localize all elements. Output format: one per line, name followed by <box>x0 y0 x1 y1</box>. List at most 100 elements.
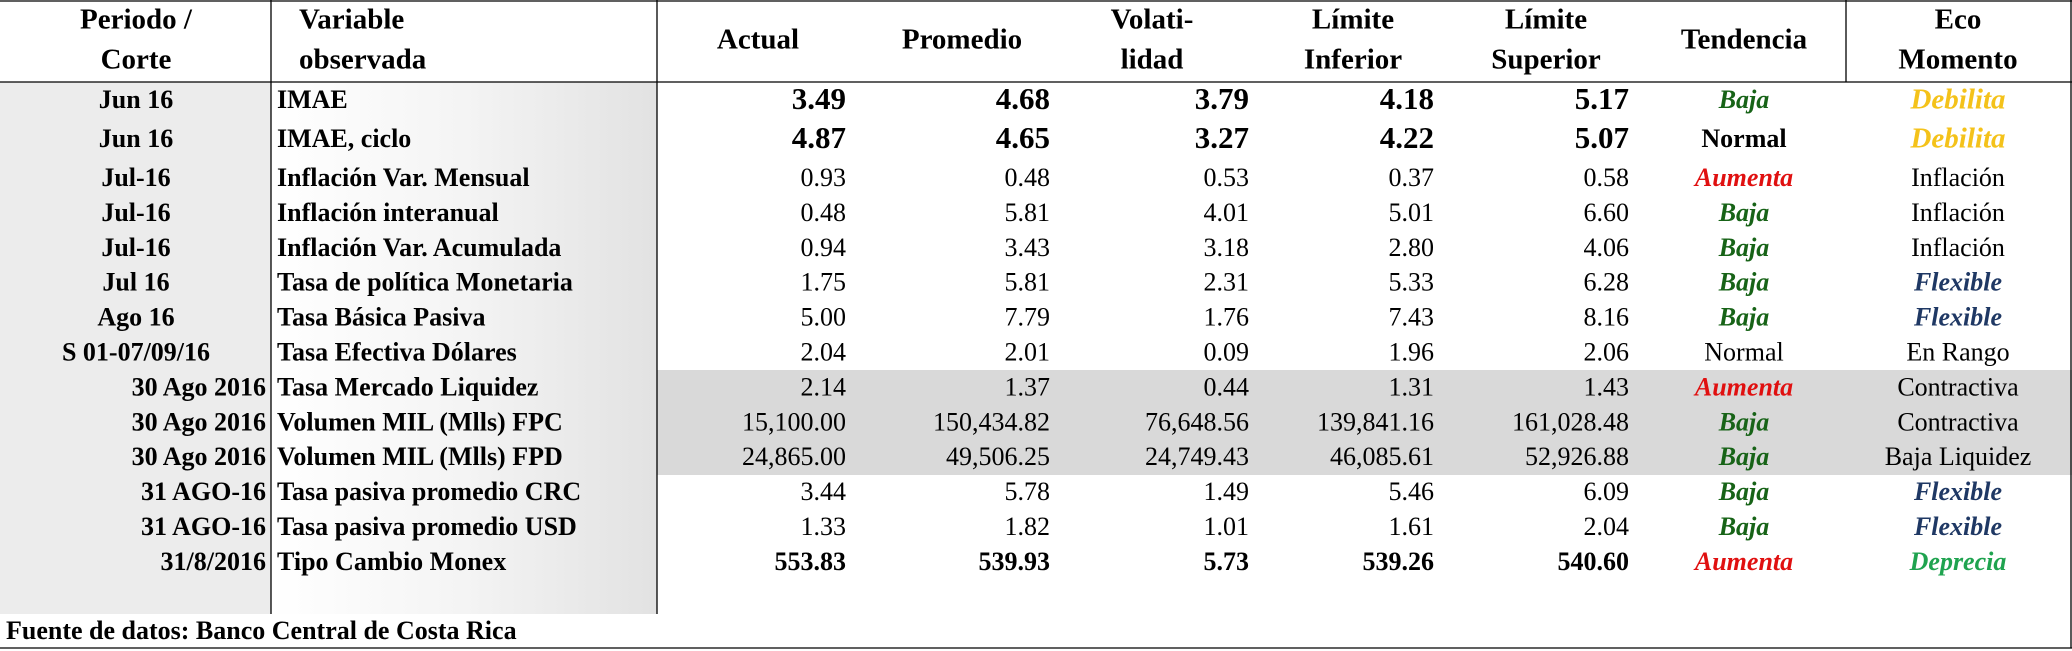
number-cell: 0.44 <box>1204 372 1250 401</box>
eco-moment-cell: Flexible <box>1913 477 2002 506</box>
trend-cell: Baja <box>1718 303 1770 332</box>
number-cell: 139,841.16 <box>1317 407 1434 436</box>
number-cell: 5.73 <box>1204 547 1250 576</box>
variable-column: IMAE IMAE, ciclo Inflación Var. Mensual Inf… <box>277 85 581 576</box>
eco-moment-cell: Flexible <box>1913 512 2002 541</box>
header-label: observada <box>299 44 427 76</box>
number-cell: 553.83 <box>775 547 847 576</box>
number-cell: 540.60 <box>1558 547 1630 576</box>
variable-cell: Inflación interanual <box>277 198 499 227</box>
period-cell: Jun 16 <box>99 85 173 114</box>
number-cell: 2.01 <box>1005 337 1051 366</box>
number-cell: 6.28 <box>1584 268 1630 297</box>
eco-moment-cell: Baja Liquidez <box>1885 442 2032 471</box>
header-label: Corte <box>101 44 172 76</box>
number-cell: 46,085.61 <box>1330 442 1434 471</box>
period-cell: Jul-16 <box>101 233 170 262</box>
trend-cell: Aumenta <box>1693 163 1793 192</box>
header-label: Inferior <box>1304 44 1402 76</box>
variable-cell: IMAE <box>277 85 348 114</box>
trend-cell: Baja <box>1718 407 1770 436</box>
number-cell: 0.53 <box>1204 163 1250 192</box>
number-cell: 2.06 <box>1584 337 1630 366</box>
header-label: Eco <box>1935 4 1982 36</box>
trend-cell: Baja <box>1718 85 1770 114</box>
number-cell: 4.22 <box>1380 120 1434 155</box>
trend-cell: Baja <box>1718 512 1770 541</box>
variable-cell: Tasa Efectiva Dólares <box>277 337 517 366</box>
period-cell: S 01-07/09/16 <box>62 337 210 366</box>
number-cell: 5.46 <box>1389 477 1435 506</box>
trend-cell: Baja <box>1718 442 1770 471</box>
trend-cell: Normal <box>1701 124 1786 153</box>
period-cell: Jun 16 <box>99 124 173 153</box>
period-cell: 30 Ago 2016 <box>132 442 266 471</box>
number-cell: 0.93 <box>801 163 847 192</box>
number-cell: 2.31 <box>1204 268 1250 297</box>
number-cell: 24,865.00 <box>742 442 846 471</box>
trend-cell: Aumenta <box>1693 372 1793 401</box>
number-cell: 5.33 <box>1389 268 1435 297</box>
number-cell: 0.09 <box>1204 337 1250 366</box>
eco-moment-cell: Inflación <box>1911 198 2005 227</box>
header-label: Momento <box>1898 44 2017 76</box>
header-label: Límite <box>1312 4 1394 36</box>
number-cell: 5.81 <box>1005 198 1051 227</box>
variable-cell: Tasa de política Monetaria <box>277 268 573 297</box>
number-cell: 539.26 <box>1363 547 1435 576</box>
number-cell: 49,506.25 <box>946 442 1050 471</box>
number-cell: 15,100.00 <box>742 407 846 436</box>
period-cell: 30 Ago 2016 <box>132 372 266 401</box>
number-cell: 3.18 <box>1204 233 1250 262</box>
period-column-bg <box>0 82 271 614</box>
period-cell: 30 Ago 2016 <box>132 407 266 436</box>
number-cell: 0.48 <box>801 198 847 227</box>
number-cell: 52,926.88 <box>1525 442 1629 471</box>
number-cell: 76,648.56 <box>1145 407 1249 436</box>
number-cell: 4.06 <box>1584 233 1630 262</box>
number-cell: 5.81 <box>1005 268 1051 297</box>
number-cell: 6.09 <box>1584 477 1630 506</box>
number-cell: 8.16 <box>1584 303 1630 332</box>
period-cell: 31 AGO-16 <box>141 477 266 506</box>
source-note: Fuente de datos: Banco Central de Costa … <box>6 616 517 645</box>
number-cell: 1.76 <box>1204 303 1250 332</box>
variable-cell: Tasa Mercado Liquidez <box>277 372 538 401</box>
trend-cell: Baja <box>1718 198 1770 227</box>
number-cell: 4.68 <box>996 81 1050 116</box>
variable-cell: Tipo Cambio Monex <box>277 547 506 576</box>
number-cell: 5.01 <box>1389 198 1435 227</box>
number-cell: 1.01 <box>1204 512 1250 541</box>
header-label: Volati- <box>1111 4 1194 36</box>
number-cell: 3.43 <box>1005 233 1051 262</box>
trend-cell: Aumenta <box>1693 547 1793 576</box>
number-cell: 6.60 <box>1584 198 1630 227</box>
header-label: Actual <box>717 24 799 56</box>
variable-cell: Volumen MIL (Mlls) FPC <box>277 407 563 436</box>
number-cell: 3.27 <box>1195 120 1249 155</box>
number-cell: 24,749.43 <box>1145 442 1249 471</box>
header-label: Límite <box>1505 4 1587 36</box>
variable-cell: IMAE, ciclo <box>277 124 411 153</box>
number-cell: 3.44 <box>801 477 847 506</box>
number-cell: 4.65 <box>996 120 1050 155</box>
number-cell: 1.49 <box>1204 477 1250 506</box>
number-cell: 0.37 <box>1389 163 1435 192</box>
number-cell: 150,434.82 <box>933 407 1050 436</box>
variable-cell: Inflación Var. Acumulada <box>277 233 561 262</box>
number-cell: 3.79 <box>1195 81 1249 116</box>
eco-moment-cell: Deprecia <box>1909 547 2007 576</box>
number-cell: 1.96 <box>1389 337 1435 366</box>
eco-moment-cell: Contractiva <box>1897 407 2019 436</box>
variable-column-bg <box>271 82 657 614</box>
number-cell: 2.04 <box>801 337 847 366</box>
eco-moment-cell: Inflación <box>1911 163 2005 192</box>
number-cell: 1.82 <box>1005 512 1051 541</box>
variable-cell: Tasa Básica Pasiva <box>277 303 486 332</box>
highlight-rows-bg <box>657 370 2072 475</box>
number-cell: 1.43 <box>1584 372 1630 401</box>
eco-moment-cell: Flexible <box>1913 268 2002 297</box>
eco-moment-cell: Contractiva <box>1897 372 2019 401</box>
variable-cell: Tasa pasiva promedio CRC <box>277 477 581 506</box>
